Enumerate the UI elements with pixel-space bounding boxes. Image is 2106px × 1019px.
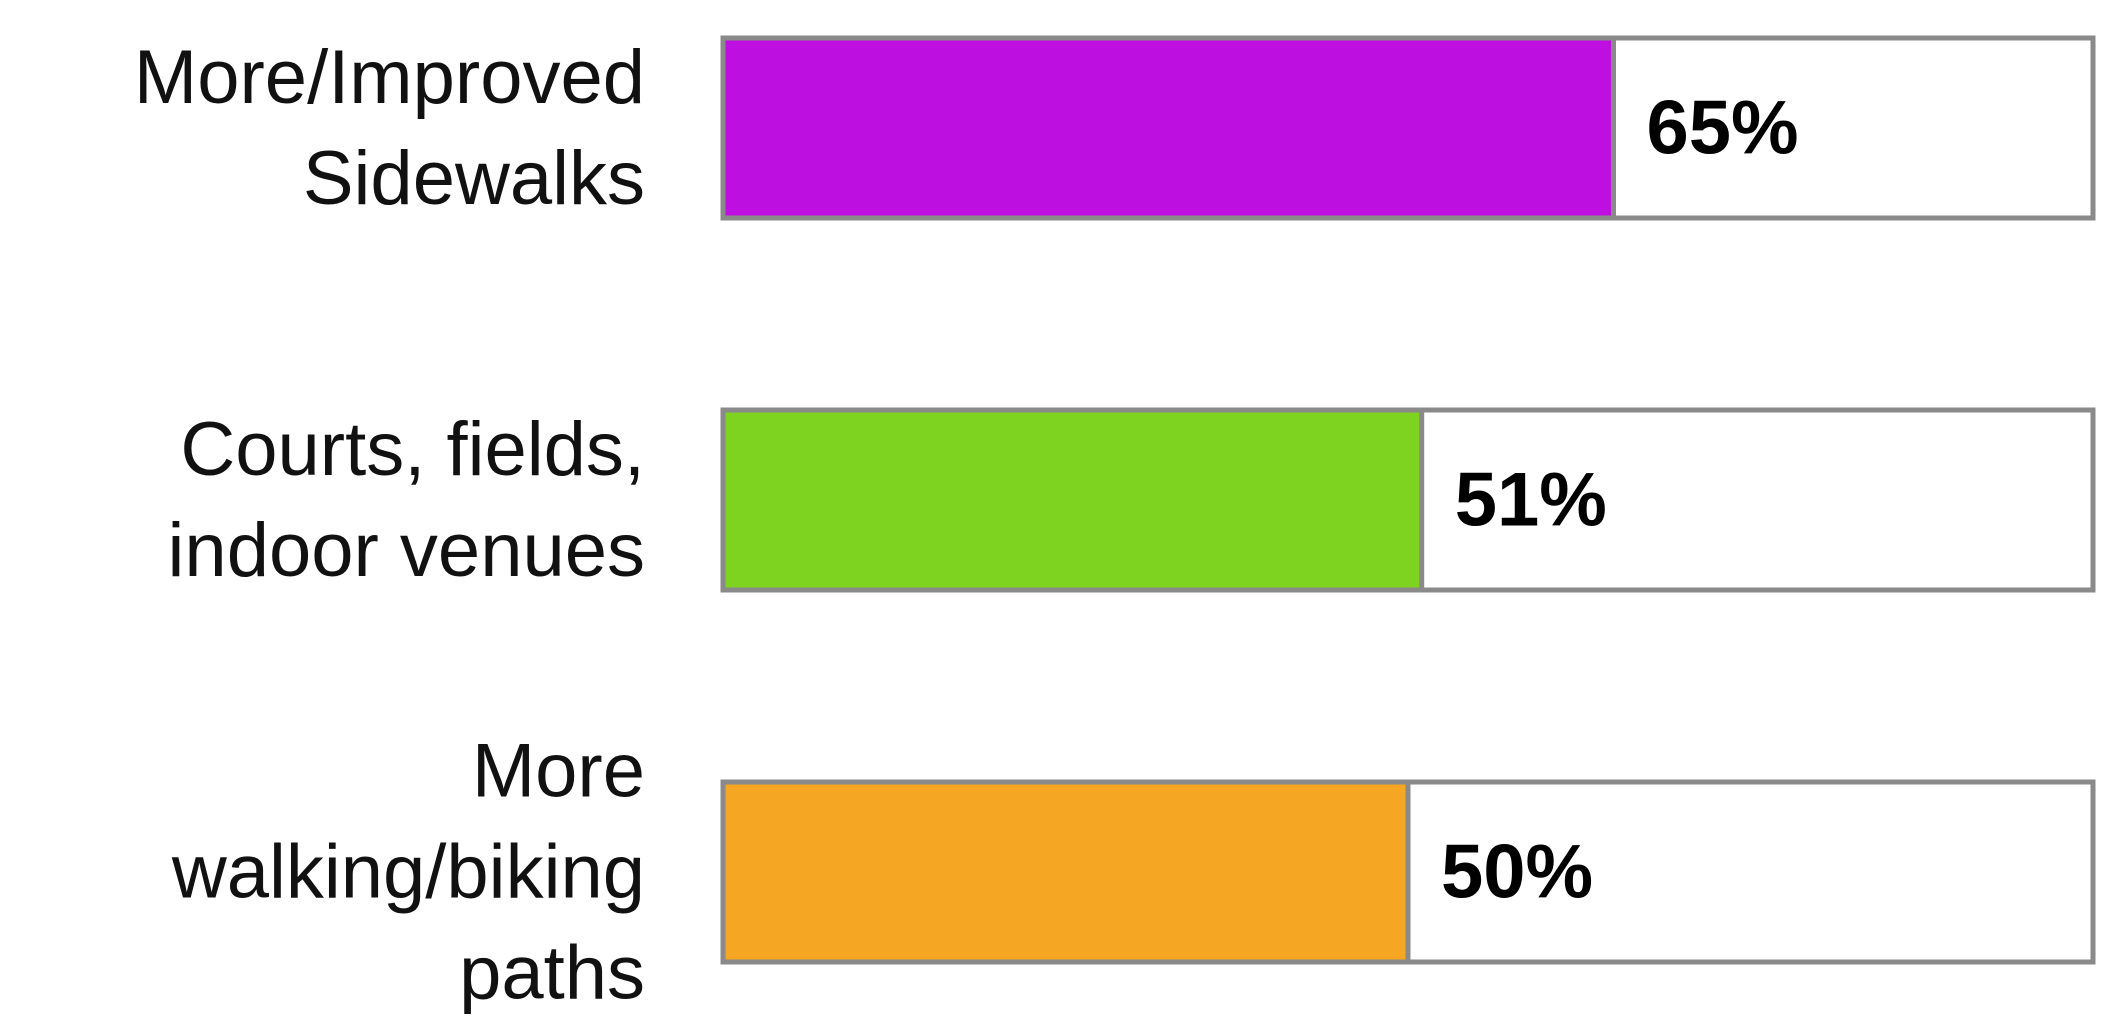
category-label-line: indoor venues [168, 508, 645, 593]
category-label-line: More/Improved [134, 35, 645, 120]
bar [720, 779, 1411, 965]
category-label: Courts, fields, indoor venues [168, 407, 645, 593]
bar-group: 65% More/Improved Sidewalks [134, 35, 2096, 221]
bar [720, 35, 1616, 221]
category-label-line: walking/biking [171, 830, 645, 915]
data-label: 51% [1455, 458, 1607, 543]
data-label: 50% [1441, 830, 1593, 915]
category-label-line: Courts, fields, [180, 407, 645, 492]
bar [720, 407, 1425, 593]
category-label-line: Sidewalks [303, 136, 645, 221]
category-label: More/Improved Sidewalks [134, 35, 645, 221]
bar-group: 51% Courts, fields, indoor venues [168, 407, 2096, 593]
bar-group: 50% More walking/biking paths [171, 729, 2096, 1016]
data-label: 65% [1647, 86, 1799, 171]
category-label-line: paths [459, 931, 645, 1015]
category-label-line: More [472, 729, 645, 814]
category-label: More walking/biking paths [171, 729, 645, 1015]
